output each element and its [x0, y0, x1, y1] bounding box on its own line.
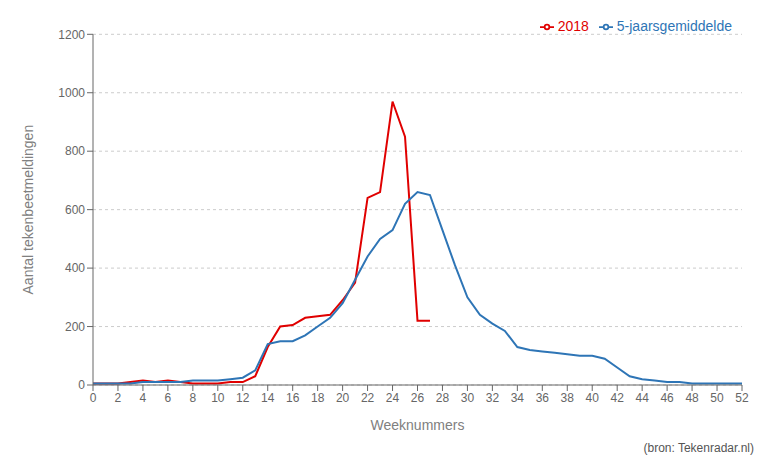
- svg-text:26: 26: [411, 391, 425, 405]
- svg-text:48: 48: [685, 391, 699, 405]
- svg-text:52: 52: [735, 391, 749, 405]
- html-text:(bron: Tekenradar.nl): (bron: Tekenradar.nl): [643, 441, 754, 455]
- svg-text:16: 16: [286, 391, 300, 405]
- svg-text:40: 40: [586, 391, 600, 405]
- svg-text:12: 12: [236, 391, 250, 405]
- svg-text:46: 46: [660, 391, 674, 405]
- svg-text:10: 10: [211, 391, 225, 405]
- svg-text:24: 24: [386, 391, 400, 405]
- svg-text:38: 38: [561, 391, 575, 405]
- svg-text:1000: 1000: [58, 86, 85, 100]
- svg-text:36: 36: [536, 391, 550, 405]
- svg-text:50: 50: [710, 391, 724, 405]
- svg-text:600: 600: [65, 203, 85, 217]
- svg-text:2: 2: [115, 391, 122, 405]
- svg-text:8: 8: [190, 391, 197, 405]
- svg-text:4: 4: [140, 391, 147, 405]
- svg-text:30: 30: [461, 391, 475, 405]
- svg-text:32: 32: [486, 391, 500, 405]
- svg-text:200: 200: [65, 320, 85, 334]
- svg-text:34: 34: [511, 391, 525, 405]
- svg-text:0: 0: [78, 378, 85, 392]
- svg-text:42: 42: [611, 391, 625, 405]
- html-text:5-jaarsgemiddelde: 5-jaarsgemiddelde: [616, 18, 732, 34]
- svg-text:44: 44: [635, 391, 649, 405]
- svg-text:1200: 1200: [58, 28, 85, 42]
- svg-text:20: 20: [336, 391, 350, 405]
- svg-text:400: 400: [65, 261, 85, 275]
- svg-text:0: 0: [90, 391, 97, 405]
- svg-text:800: 800: [65, 144, 85, 158]
- svg-text:18: 18: [311, 391, 325, 405]
- svg-text:6: 6: [165, 391, 172, 405]
- svg-text:28: 28: [436, 391, 450, 405]
- svg-text:Aantal tekenbeetmeldingen: Aantal tekenbeetmeldingen: [20, 125, 36, 295]
- svg-text:Weeknummers: Weeknummers: [371, 417, 465, 433]
- svg-text:22: 22: [361, 391, 375, 405]
- svg-text:14: 14: [261, 391, 275, 405]
- html-text:2018: 2018: [557, 18, 589, 34]
